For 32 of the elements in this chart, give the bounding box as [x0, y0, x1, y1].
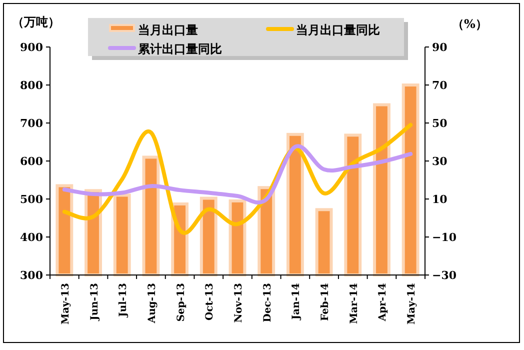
- y2-tick-label: −10: [432, 231, 457, 244]
- x-tick-label: Jan-14: [291, 282, 302, 321]
- legend-label: 当月出口量: [138, 23, 198, 37]
- x-tick-label: Jul-13: [118, 282, 130, 318]
- y-tick-label: 700: [20, 117, 44, 130]
- y2-tick-label: 90: [432, 41, 448, 54]
- x-tick-label: May-14: [406, 282, 418, 324]
- x-tick-label: May-13: [60, 282, 72, 324]
- x-tick-label: Mar-14: [348, 282, 360, 324]
- y2-tick-label: 10: [432, 193, 448, 206]
- x-tick-label: Apr-14: [378, 282, 389, 322]
- y2-axis-title: （%）: [452, 17, 488, 31]
- y-axis-title: （万吨）: [12, 15, 60, 29]
- x-tick-label: Oct-13: [204, 282, 216, 320]
- y-tick-label: 300: [20, 269, 44, 282]
- y2-tick-label: 70: [432, 79, 448, 92]
- y2-tick-label: 50: [432, 117, 448, 130]
- x-tick-label: Jun-13: [89, 282, 100, 322]
- y2-tick-label: 30: [432, 155, 448, 168]
- x-tick-label: Dec-13: [262, 282, 274, 322]
- x-tick-label: Aug-13: [146, 282, 158, 324]
- x-tick-label: Sep-13: [176, 282, 187, 322]
- x-tick-label: Feb-14: [320, 282, 332, 321]
- x-tick-label: Nov-13: [234, 282, 244, 323]
- y2-tick-label: −30: [432, 269, 457, 282]
- y-tick-label: 500: [20, 193, 44, 206]
- y-tick-label: 800: [20, 79, 44, 92]
- y-tick-label: 900: [20, 41, 44, 54]
- y-tick-label: 400: [20, 231, 44, 244]
- legend-label: 累计出口量同比: [137, 42, 222, 56]
- legend-label: 当月出口量同比: [296, 23, 380, 37]
- y-tick-label: 600: [20, 155, 44, 168]
